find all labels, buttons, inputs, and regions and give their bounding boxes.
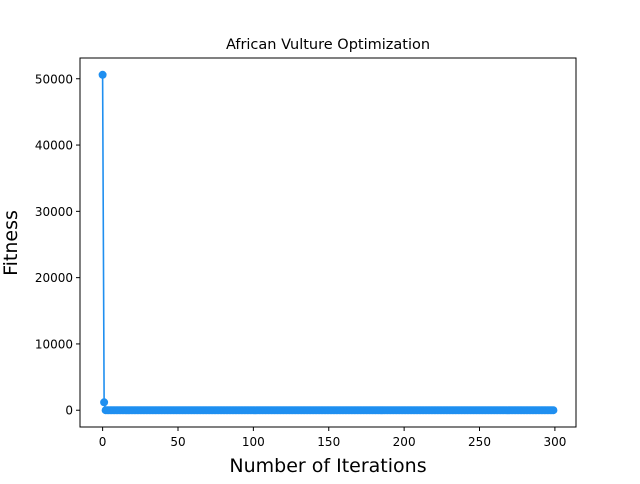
data-point (98, 70, 107, 79)
x-axis-ticks: 0 50 100 150 200 250 300 (99, 427, 566, 449)
plot-frame (79, 57, 577, 428)
x-tick-label: 200 (393, 435, 416, 449)
y-tick-label: 50000 (35, 72, 73, 86)
chart-title: African Vulture Optimization (226, 37, 430, 53)
x-tick-label: 50 (170, 435, 185, 449)
data-point (100, 398, 109, 407)
series-layer (98, 70, 558, 415)
y-tick-label: 20000 (35, 271, 73, 285)
x-tick-label: 150 (317, 435, 340, 449)
x-tick-label: 100 (242, 435, 265, 449)
x-tick-label: 300 (543, 435, 566, 449)
y-tick-label: 40000 (35, 139, 73, 153)
x-tick-label: 0 (99, 435, 107, 449)
y-tick-label: 30000 (35, 205, 73, 219)
data-point (549, 406, 558, 415)
y-axis-label: Fitness (0, 210, 22, 276)
y-axis-ticks: 0 10000 20000 30000 40000 50000 (35, 72, 80, 418)
y-tick-label: 10000 (35, 337, 73, 351)
x-axis-label: Number of Iterations (229, 455, 426, 477)
x-tick-label: 250 (468, 435, 491, 449)
y-tick-label: 0 (65, 404, 73, 418)
